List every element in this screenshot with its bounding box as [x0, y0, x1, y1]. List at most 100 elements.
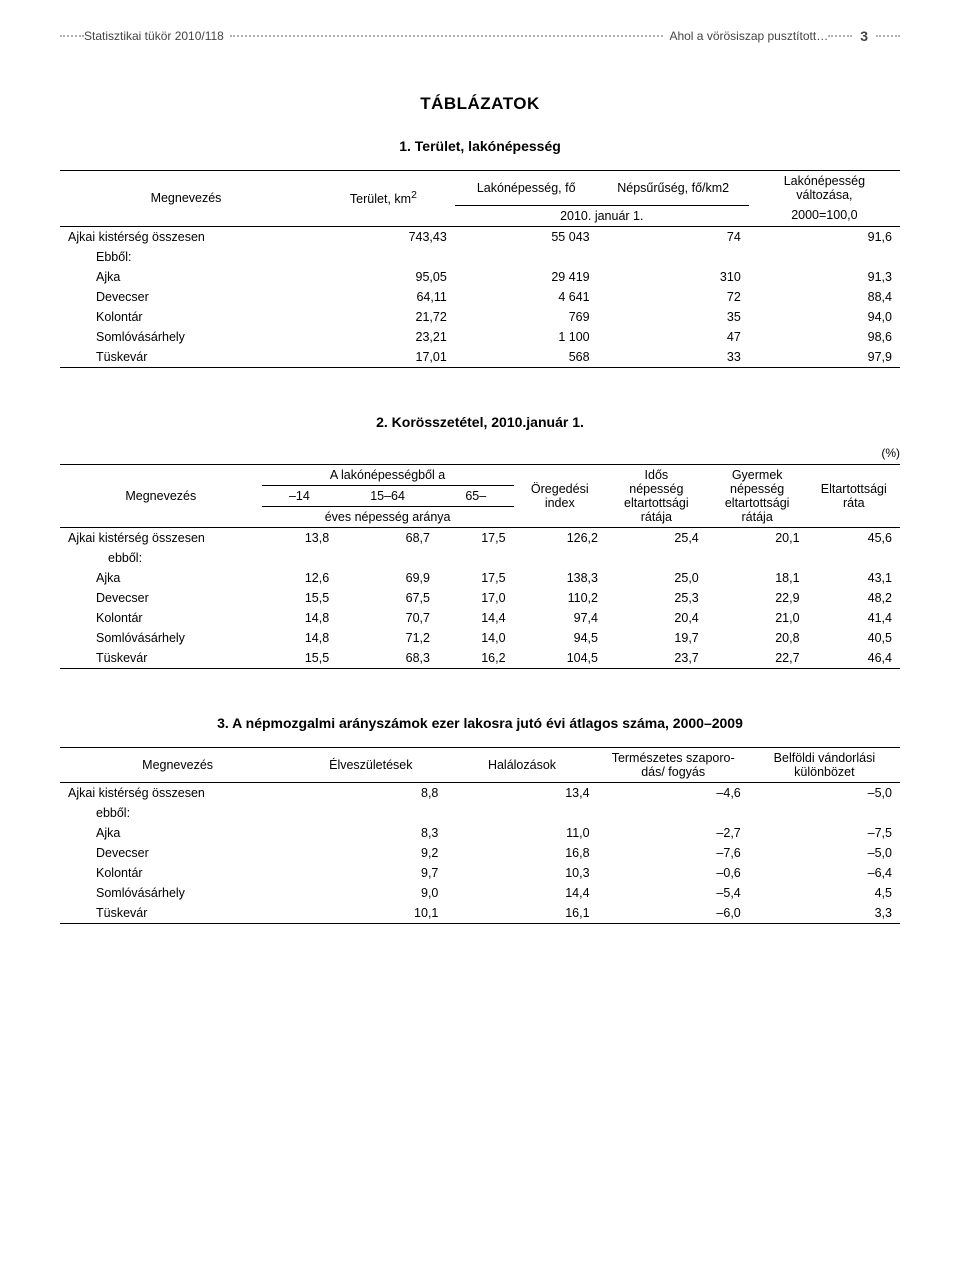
table-row: Ajka12,669,917,5138,325,018,143,1 [60, 568, 900, 588]
cell: 10,3 [446, 863, 597, 883]
cell: 48,2 [808, 588, 900, 608]
cell: 11,0 [446, 823, 597, 843]
cell: 88,4 [749, 287, 900, 307]
cell: 743,43 [312, 226, 455, 247]
cell [598, 803, 749, 823]
cell: 104,5 [514, 648, 606, 669]
t2-col-eltart: Eltartottságiráta [808, 464, 900, 527]
cell: 17,0 [438, 588, 514, 608]
cell: 9,2 [295, 843, 446, 863]
cell: 20,1 [707, 527, 808, 548]
table2-caption: 2. Korösszetétel, 2010.január 1. [60, 414, 900, 430]
table-row: Somlóvásárhely14,871,214,094,519,720,840… [60, 628, 900, 648]
row-label: Devecser [60, 588, 262, 608]
table1: Megnevezés Terület, km2 Lakónépesség, fő… [60, 170, 900, 368]
t1-col-nepsuruseg: Népsűrűség, fő/km2 [598, 171, 749, 206]
cell [312, 247, 455, 267]
row-label: ebből: [60, 803, 295, 823]
table2: Megnevezés A lakónépességből a Öregedési… [60, 464, 900, 669]
cell: 8,3 [295, 823, 446, 843]
cell: 94,5 [514, 628, 606, 648]
t1-col-valtozas: Lakónépességváltozása, [749, 171, 900, 206]
cell [262, 548, 338, 568]
cell: 16,1 [446, 903, 597, 924]
cell [438, 548, 514, 568]
header-right-text: Ahol a vörösiszap pusztított… [669, 29, 828, 43]
cell [707, 548, 808, 568]
cell [808, 548, 900, 568]
cell: 40,5 [808, 628, 900, 648]
cell: 97,9 [749, 347, 900, 368]
t2-col-65: 65– [438, 485, 514, 506]
cell: 71,2 [337, 628, 438, 648]
cell: 98,6 [749, 327, 900, 347]
cell: 16,2 [438, 648, 514, 669]
row-label: Devecser [60, 287, 312, 307]
cell [749, 247, 900, 267]
row-label: Somlóvásárhely [60, 327, 312, 347]
cell [514, 548, 606, 568]
cell [455, 247, 598, 267]
t3-col-term: Természetes szaporo-dás/ fogyás [598, 747, 749, 782]
t1-sub-index: 2000=100,0 [749, 205, 900, 226]
cell: –6,4 [749, 863, 900, 883]
table-row: Devecser15,567,517,0110,225,322,948,2 [60, 588, 900, 608]
table-row: Somlóvásárhely9,014,4–5,44,5 [60, 883, 900, 903]
page-number: 3 [860, 28, 868, 44]
cell: –2,7 [598, 823, 749, 843]
table-row: Ajka8,311,0–2,7–7,5 [60, 823, 900, 843]
cell: 69,9 [337, 568, 438, 588]
cell: 10,1 [295, 903, 446, 924]
cell: 12,6 [262, 568, 338, 588]
cell: 3,3 [749, 903, 900, 924]
t1-sub-date: 2010. január 1. [455, 205, 749, 226]
header-left-text: Statisztikai tükör 2010/118 [84, 29, 224, 43]
t2-col-gyermek: Gyermeknépességeltartottságirátája [707, 464, 808, 527]
table1-caption: 1. Terület, lakónépesség [60, 138, 900, 154]
cell: 41,4 [808, 608, 900, 628]
cell: 13,8 [262, 527, 338, 548]
cell: 25,0 [606, 568, 707, 588]
t2-col-oregedesi: Öregedésiindex [514, 464, 606, 527]
cell: 23,21 [312, 327, 455, 347]
cell [337, 548, 438, 568]
cell: 138,3 [514, 568, 606, 588]
row-label: ebből: [60, 548, 262, 568]
cell [446, 803, 597, 823]
cell: 45,6 [808, 527, 900, 548]
table-row: Ajkai kistérség összesen13,868,717,5126,… [60, 527, 900, 548]
t2-col-idos: Idősnépességeltartottságirátája [606, 464, 707, 527]
cell: –5,0 [749, 782, 900, 803]
page-container: Statisztikai tükör 2010/118 Ahol a vörös… [0, 0, 960, 964]
row-label: Devecser [60, 843, 295, 863]
cell: 21,72 [312, 307, 455, 327]
cell: 68,7 [337, 527, 438, 548]
row-label: Kolontár [60, 863, 295, 883]
table-row: Kolontár21,727693594,0 [60, 307, 900, 327]
cell: 310 [598, 267, 749, 287]
table-row: Devecser9,216,8–7,6–5,0 [60, 843, 900, 863]
table2-unit: (%) [60, 446, 900, 460]
cell: –6,0 [598, 903, 749, 924]
cell: 769 [455, 307, 598, 327]
row-label: Ajkai kistérség összesen [60, 527, 262, 548]
cell: 15,5 [262, 588, 338, 608]
row-label: Tüskevár [60, 903, 295, 924]
row-label: Kolontár [60, 307, 312, 327]
table3: Megnevezés Élveszületések Halálozások Te… [60, 747, 900, 924]
cell [606, 548, 707, 568]
cell: 14,4 [438, 608, 514, 628]
t3-col-halal: Halálozások [446, 747, 597, 782]
cell: 17,5 [438, 527, 514, 548]
cell: 14,0 [438, 628, 514, 648]
cell: 67,5 [337, 588, 438, 608]
cell: 33 [598, 347, 749, 368]
cell: 21,0 [707, 608, 808, 628]
cell: 72 [598, 287, 749, 307]
table-row: Ebből: [60, 247, 900, 267]
cell [295, 803, 446, 823]
cell: –5,0 [749, 843, 900, 863]
cell: 25,4 [606, 527, 707, 548]
cell: 9,7 [295, 863, 446, 883]
cell [598, 247, 749, 267]
